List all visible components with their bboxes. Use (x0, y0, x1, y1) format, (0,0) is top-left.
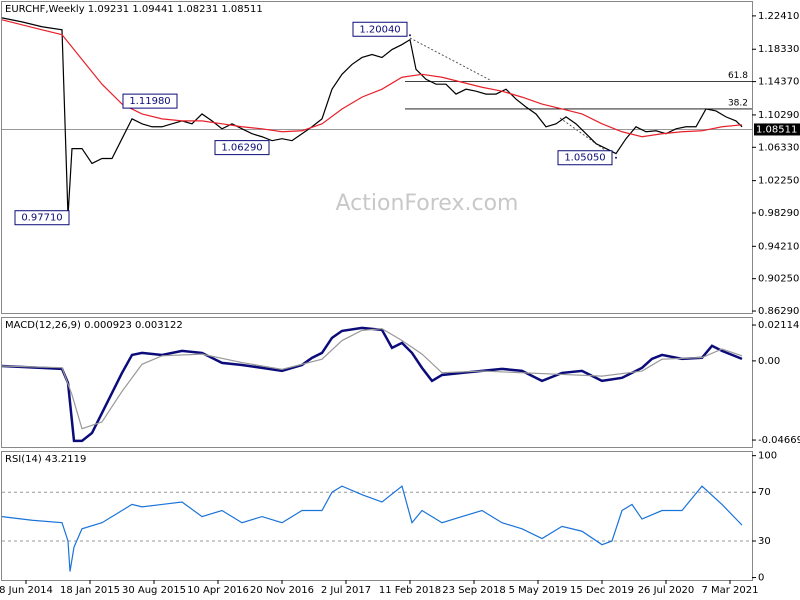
series-line (1, 485, 743, 572)
annotation-box (352, 21, 408, 37)
y-tick-label: 0 (758, 573, 764, 584)
last-price-box (754, 123, 800, 136)
annotation-box (214, 140, 270, 156)
x-tick-label: 30 Aug 2015 (122, 585, 186, 596)
watermark: ActionForex.com (336, 191, 519, 216)
y-tick-label: 0.90250 (758, 274, 799, 285)
y-tick-label: 1.14370 (758, 77, 799, 88)
y-tick-label: 0.00 (758, 356, 780, 367)
annotation-box (14, 210, 70, 226)
x-tick-label: 20 Nov 2016 (250, 585, 314, 596)
y-tick-label: 1.10290 (758, 110, 799, 121)
rsi-title: RSI(14) 43.2119 (5, 454, 86, 465)
series-line (1, 328, 743, 430)
y-tick-label: 1.18330 (758, 44, 799, 55)
x-tick-label: 8 Jun 2014 (0, 585, 53, 596)
level-label: 38.2 (728, 98, 748, 108)
annotation-box (557, 150, 613, 166)
annotation-label: 1.11980 (129, 96, 170, 107)
y-tick-label: 0.98290 (758, 208, 799, 219)
x-tick-label: 5 May 2019 (509, 585, 568, 596)
series-line (1, 17, 743, 216)
y-tick-label: 1.02250 (758, 176, 799, 187)
annotation-point (409, 34, 411, 37)
y-tick-label: 0.86290 (758, 306, 799, 317)
x-tick-label: 7 Mar 2021 (701, 585, 758, 596)
annotation-label: 0.97710 (21, 213, 62, 224)
trend-line (559, 117, 606, 151)
x-tick-label: 11 Feb 2018 (379, 585, 441, 596)
y-tick-label: 30 (758, 536, 771, 547)
last-price-label: 1.08511 (756, 124, 797, 135)
annotation-label: 1.05050 (564, 153, 605, 164)
annotation-label: 1.06290 (221, 143, 262, 154)
x-tick-label: 2 Jul 2017 (321, 585, 371, 596)
macd-panel (1, 317, 753, 448)
annotation-point (615, 156, 617, 159)
series-line (1, 326, 743, 443)
y-tick-label: 0.94210 (758, 241, 799, 252)
x-tick-label: 10 Apr 2016 (187, 585, 249, 596)
y-tick-label: 100 (758, 451, 777, 462)
y-tick-label: 0.021146 (758, 320, 800, 331)
x-tick-label: 15 Dec 2019 (570, 585, 634, 596)
x-tick-label: 18 Jan 2015 (60, 585, 120, 596)
y-tick-label: 1.22410 (758, 11, 799, 22)
y-tick-label: 1.06330 (758, 142, 799, 153)
price-panel (1, 1, 753, 314)
y-tick-label: 70 (758, 487, 771, 498)
annotation-label: 1.20040 (359, 24, 400, 35)
annotation-box (122, 93, 178, 109)
x-tick-label: 26 Jul 2020 (638, 585, 695, 596)
trend-line (409, 37, 491, 81)
x-tick-label: 23 Sep 2018 (442, 585, 505, 596)
rsi-panel (1, 451, 753, 581)
macd-title: MACD(12,26,9) 0.000923 0.003122 (5, 320, 183, 331)
y-tick-label: -0.046699 (758, 435, 800, 446)
chart-title: EURCHF,Weekly 1.09231 1.09441 1.08231 1.… (5, 4, 263, 15)
level-label: 61.8 (728, 71, 748, 81)
